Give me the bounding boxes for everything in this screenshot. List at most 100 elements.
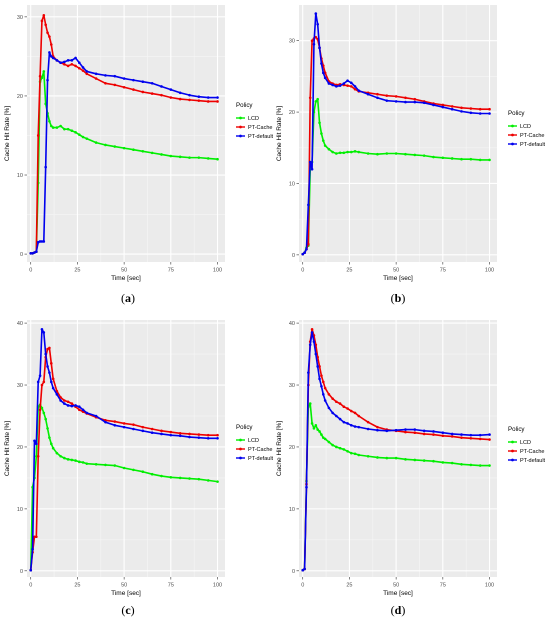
y-tick-label: 30: [17, 15, 23, 21]
panel-caption: (a): [121, 291, 135, 305]
data-point: [314, 352, 318, 356]
x-tick-label: 25: [74, 583, 80, 589]
data-point: [70, 59, 74, 62]
data-point: [55, 126, 59, 129]
legend-marker: [239, 438, 242, 442]
data-point: [353, 425, 357, 428]
data-point: [169, 430, 173, 434]
data-point: [178, 97, 182, 101]
data-point: [36, 134, 40, 137]
data-point: [78, 61, 81, 65]
data-point: [432, 430, 435, 433]
data-point: [40, 327, 44, 331]
data-point: [346, 407, 349, 410]
data-point: [310, 331, 314, 334]
data-point: [74, 404, 77, 407]
plot-background: [27, 5, 225, 262]
data-point: [460, 110, 463, 113]
data-point: [46, 427, 49, 430]
x-tick-label: 75: [440, 583, 446, 589]
data-point: [206, 479, 210, 482]
data-point: [413, 97, 417, 101]
data-point: [81, 66, 85, 69]
data-point: [312, 42, 316, 46]
data-point: [216, 436, 219, 440]
data-point: [85, 137, 89, 140]
y-axis-label: Cache Hit Rate [%]: [276, 106, 283, 161]
data-point: [59, 124, 62, 128]
data-point: [321, 436, 325, 439]
data-point: [357, 89, 361, 92]
data-point: [104, 143, 107, 147]
data-point: [404, 100, 407, 104]
data-point: [308, 343, 312, 347]
legend-title: Policy: [508, 426, 525, 433]
data-point: [122, 422, 126, 425]
legend-label: LCD: [248, 438, 259, 444]
y-tick-label: 30: [17, 383, 23, 389]
data-point: [40, 406, 44, 410]
legend-marker: [511, 124, 514, 128]
data-point: [350, 451, 353, 455]
data-point: [310, 327, 314, 331]
data-point: [160, 153, 163, 156]
data-point: [74, 459, 77, 462]
data-point: [478, 107, 482, 111]
x-axis-label: Time [sec]: [111, 590, 141, 597]
data-point: [48, 119, 51, 123]
data-point: [160, 474, 163, 478]
data-point: [394, 95, 398, 98]
data-point: [160, 93, 163, 97]
data-point: [85, 462, 89, 465]
data-point: [460, 157, 463, 161]
data-point: [422, 429, 426, 433]
x-tick-label: 100: [213, 583, 222, 589]
data-point: [353, 85, 357, 88]
data-point: [331, 397, 334, 400]
data-point: [40, 383, 44, 387]
data-point: [38, 240, 42, 243]
data-point: [478, 433, 482, 437]
legend-label: PT-default: [248, 134, 274, 140]
data-point: [81, 135, 85, 139]
legend-marker: [511, 133, 514, 137]
data-point: [197, 99, 201, 102]
y-tick-label: 0: [292, 569, 295, 575]
data-point: [206, 157, 210, 160]
data-point: [303, 251, 306, 255]
y-tick-label: 20: [17, 94, 23, 100]
data-point: [59, 61, 62, 65]
data-point: [188, 435, 191, 439]
data-point: [35, 442, 38, 446]
data-point: [376, 92, 379, 96]
data-point: [307, 203, 310, 207]
data-point: [335, 152, 338, 155]
data-point: [197, 477, 201, 481]
data-point: [312, 340, 316, 343]
data-point: [478, 112, 482, 115]
data-point: [113, 145, 117, 148]
data-point: [216, 100, 219, 103]
data-point: [66, 127, 70, 131]
data-point: [197, 156, 201, 159]
data-point: [29, 568, 33, 572]
data-point: [316, 365, 319, 368]
data-point: [450, 105, 454, 108]
data-point: [350, 423, 353, 427]
data-point: [42, 13, 46, 17]
data-point: [78, 133, 81, 136]
data-point: [432, 433, 435, 436]
data-point: [376, 425, 379, 429]
data-point: [346, 84, 349, 87]
data-point: [413, 153, 417, 157]
data-point: [35, 454, 38, 458]
data-point: [48, 346, 51, 350]
y-tick-label: 10: [17, 173, 23, 179]
data-point: [35, 250, 38, 254]
data-point: [104, 74, 107, 77]
data-point: [338, 417, 342, 421]
y-tick-label: 30: [289, 383, 295, 389]
data-point: [338, 446, 342, 450]
data-point: [335, 400, 338, 404]
